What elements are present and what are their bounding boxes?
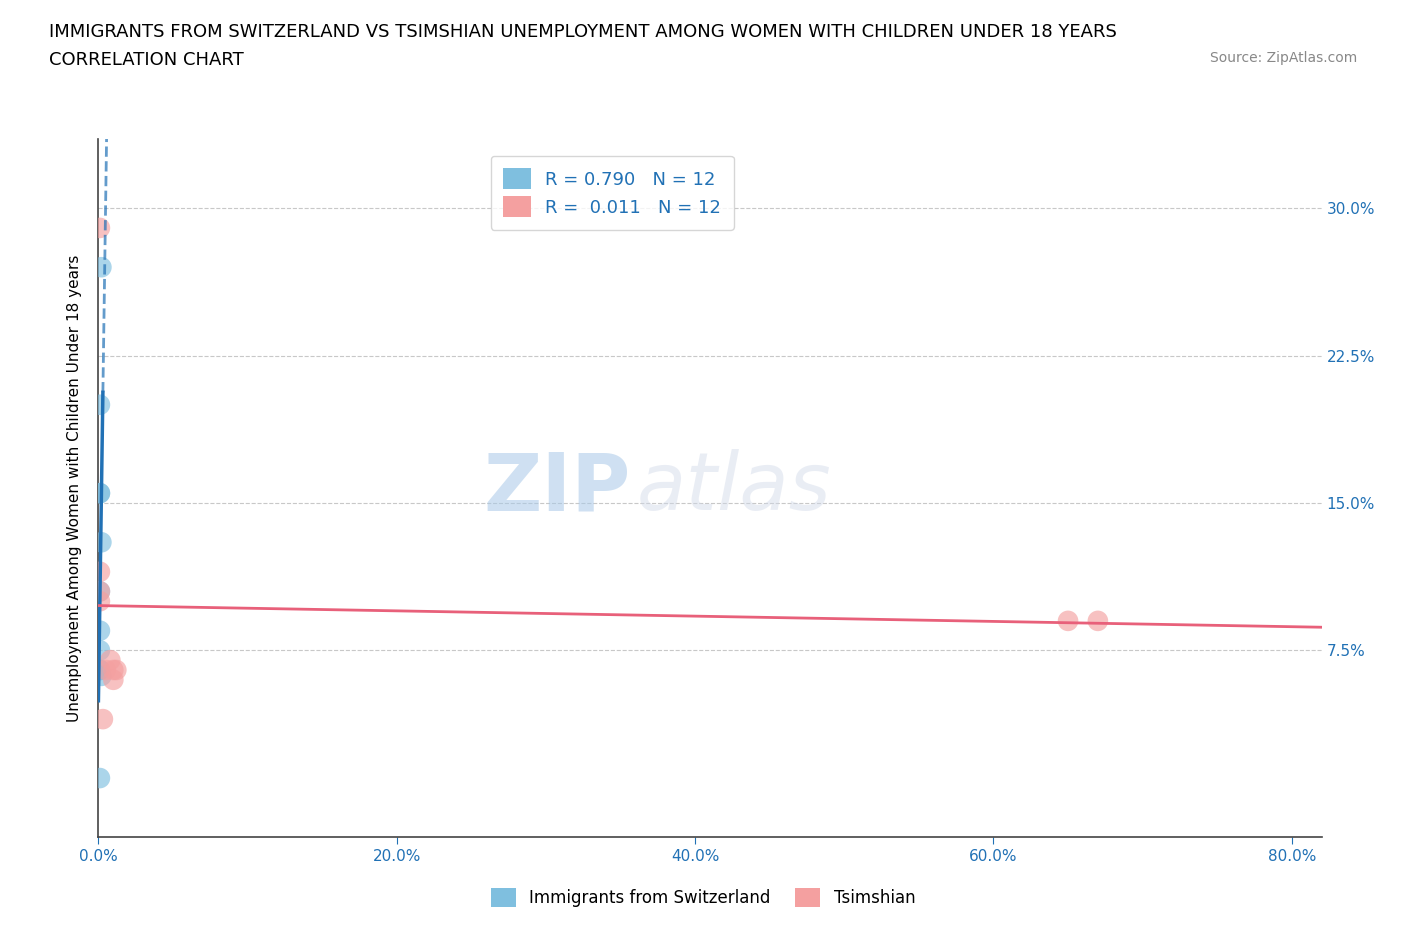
Point (89, 485, 111, 500)
Text: ZIP: ZIP (484, 449, 630, 527)
Point (89, 662, 111, 677)
Point (89, 584, 111, 599)
Point (1057, 614, 1080, 629)
Point (89, 565, 111, 579)
Legend: Immigrants from Switzerland, Tsimshian: Immigrants from Switzerland, Tsimshian (481, 878, 925, 917)
Y-axis label: Unemployment Among Women with Children Under 18 years: Unemployment Among Women with Children U… (67, 255, 83, 722)
Point (89, 220, 111, 235)
Point (90, 669, 112, 684)
Point (89, 397, 111, 412)
Point (90, 259, 112, 274)
Point (98, 653, 121, 668)
Point (89, 593, 111, 608)
Point (89, 771, 111, 786)
Point (89, 662, 111, 677)
Text: Source: ZipAtlas.com: Source: ZipAtlas.com (1209, 51, 1357, 65)
Point (105, 662, 128, 677)
Point (90, 535, 112, 550)
Point (89, 584, 111, 599)
Text: IMMIGRANTS FROM SWITZERLAND VS TSIMSHIAN UNEMPLOYMENT AMONG WOMEN WITH CHILDREN : IMMIGRANTS FROM SWITZERLAND VS TSIMSHIAN… (49, 23, 1118, 41)
Point (89, 623, 111, 638)
Point (89, 643, 111, 658)
Point (91, 711, 114, 726)
Text: CORRELATION CHART: CORRELATION CHART (49, 51, 245, 69)
Point (103, 662, 125, 677)
Point (103, 672, 125, 687)
Legend: R = 0.790   N = 12, R =  0.011   N = 12: R = 0.790 N = 12, R = 0.011 N = 12 (491, 155, 734, 230)
Point (1087, 614, 1109, 629)
Point (89, 485, 111, 500)
Text: atlas: atlas (637, 449, 831, 527)
Point (94, 662, 117, 677)
